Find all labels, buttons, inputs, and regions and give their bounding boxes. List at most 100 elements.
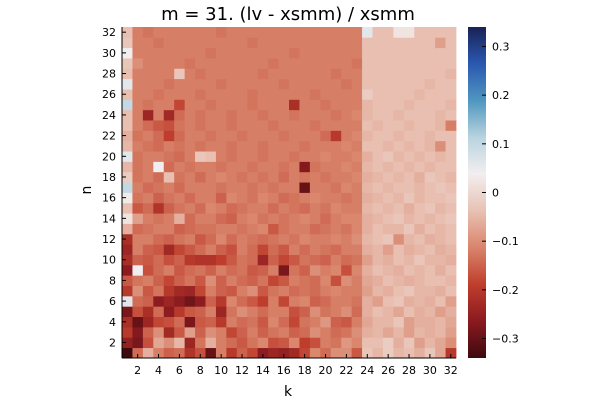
heatmap-cell [382,120,394,131]
heatmap-cell [362,140,373,152]
heatmap-cell [403,244,415,255]
heatmap-cell [226,306,238,318]
heatmap-cell [205,254,217,266]
heatmap-cell [393,326,405,338]
heatmap-cell [174,161,186,173]
heatmap-cell [372,275,384,286]
heatmap-cell [309,68,321,80]
heatmap-cell [393,78,405,90]
heatmap-cell [142,120,154,131]
heatmap-cell [184,223,196,235]
y-tick-label: 18 [102,171,116,184]
heatmap-cell [174,192,186,204]
heatmap-cell [330,109,342,121]
heatmap-cell [414,233,426,245]
x-tick-label: 14 [256,364,270,377]
heatmap-cell [330,306,342,318]
heatmap-cell [184,99,196,111]
heatmap-cell [174,140,186,152]
heatmap-cell [205,130,217,142]
heatmap-cell [299,285,311,297]
heatmap-cell [372,192,384,204]
heatmap-cell [278,213,290,224]
heatmap-cell [330,254,342,266]
heatmap-cell [268,213,279,224]
heatmap-cell [184,244,196,255]
heatmap-cell [205,233,217,245]
heatmap-cell [403,326,415,338]
heatmap-cell [330,27,342,38]
heatmap-cell [278,47,290,59]
heatmap-cell [132,264,144,276]
heatmap-cell [309,316,321,328]
heatmap-cell [268,202,279,214]
heatmap-cell [351,326,363,338]
heatmap-cell [414,254,426,266]
heatmap-cell [268,89,279,100]
heatmap-cell [268,27,279,38]
heatmap-cell [205,316,217,328]
heatmap-cell [174,295,186,307]
y-tick-label: 22 [102,130,116,143]
heatmap-cell [226,151,238,162]
heatmap-cell [153,151,165,162]
heatmap-cell [435,202,446,214]
heatmap-cell [236,182,248,193]
heatmap-cell [382,223,394,235]
heatmap-cell [299,223,311,235]
heatmap-cell [184,182,196,193]
heatmap-cell [184,47,196,59]
heatmap-cell [289,27,300,38]
heatmap-cell [330,161,342,173]
heatmap-cell [299,47,311,59]
heatmap-cell [382,347,394,359]
heatmap-cell [309,223,321,235]
heatmap-cell [226,254,238,266]
heatmap-cell [226,223,238,235]
heatmap-cell [289,78,300,90]
heatmap-cell [330,275,342,286]
heatmap-cell [424,78,436,90]
x-tick-label: 20 [319,364,333,377]
heatmap-cell [257,233,269,245]
heatmap-cell [362,347,373,359]
heatmap-cell [247,264,259,276]
heatmap-cell [215,254,227,266]
heatmap-cell [236,161,248,173]
heatmap-cell [236,151,248,162]
heatmap-cell [289,109,300,121]
heatmap-cell [122,171,133,183]
heatmap-cell [268,295,279,307]
heatmap-cell [247,78,259,90]
heatmap-cell [278,316,290,328]
heatmap-cell [403,233,415,245]
heatmap-cell [163,337,175,349]
heatmap-cell [132,244,144,255]
heatmap-cell [132,120,144,131]
heatmap-cell [174,130,186,142]
heatmap-cell [289,37,300,49]
heatmap-cell [299,337,311,349]
heatmap-cell [184,68,196,80]
heatmap-cell [257,109,269,121]
heatmap-cell [174,182,186,193]
heatmap-cell [341,285,353,297]
heatmap-cell [320,161,332,173]
heatmap-cell [184,213,196,224]
heatmap-cell [257,337,269,349]
heatmap-cell [257,192,269,204]
heatmap-cell [445,171,457,183]
heatmap-cell [257,347,269,359]
heatmap-cell [195,326,206,338]
heatmap-cell [122,244,133,255]
heatmap-cell [435,295,446,307]
heatmap-cell [268,130,279,142]
heatmap-cell [257,295,269,307]
heatmap-cell [278,68,290,80]
heatmap-cell [132,151,144,162]
heatmap-cell [163,233,175,245]
heatmap-cell [435,130,446,142]
heatmap-cell [403,192,415,204]
heatmap-cell [330,78,342,90]
heatmap-cell [195,337,206,349]
